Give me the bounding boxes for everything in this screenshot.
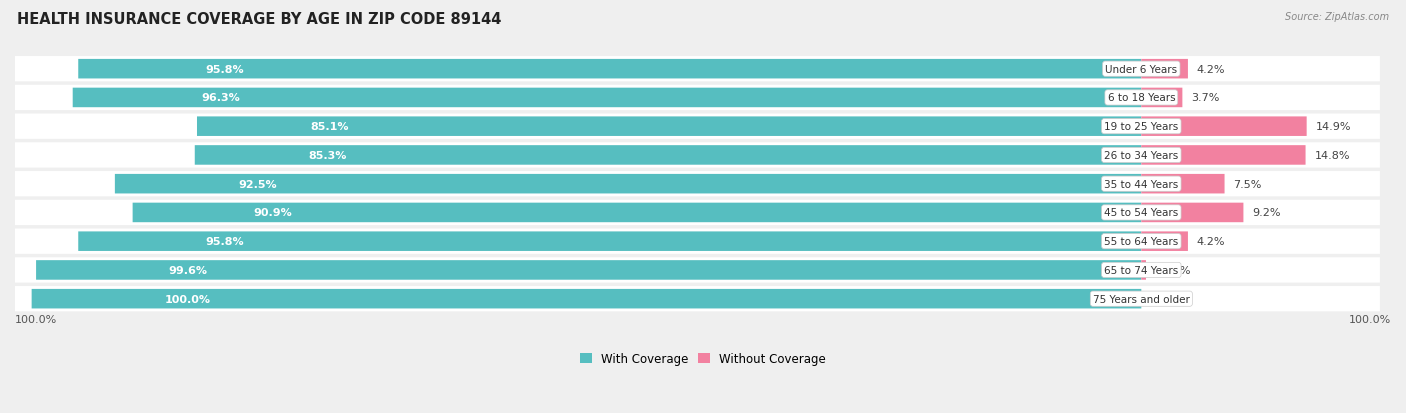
FancyBboxPatch shape: [132, 203, 1142, 223]
Text: 3.7%: 3.7%: [1191, 93, 1219, 103]
Text: 90.9%: 90.9%: [253, 208, 292, 218]
FancyBboxPatch shape: [115, 174, 1142, 194]
FancyBboxPatch shape: [195, 146, 1142, 165]
FancyBboxPatch shape: [1142, 232, 1188, 252]
FancyBboxPatch shape: [73, 88, 1142, 108]
Text: 75 Years and older: 75 Years and older: [1092, 294, 1189, 304]
Text: 85.3%: 85.3%: [308, 151, 347, 161]
Text: Under 6 Years: Under 6 Years: [1105, 64, 1177, 74]
Text: 6 to 18 Years: 6 to 18 Years: [1108, 93, 1175, 103]
Text: 26 to 34 Years: 26 to 34 Years: [1104, 151, 1178, 161]
Text: 85.1%: 85.1%: [311, 122, 349, 132]
Text: 55 to 64 Years: 55 to 64 Years: [1104, 237, 1178, 247]
FancyBboxPatch shape: [15, 258, 1379, 283]
Text: 0.0%: 0.0%: [1150, 294, 1178, 304]
Text: 65 to 74 Years: 65 to 74 Years: [1104, 265, 1178, 275]
FancyBboxPatch shape: [1142, 261, 1146, 280]
FancyBboxPatch shape: [15, 172, 1379, 197]
Text: 100.0%: 100.0%: [15, 315, 58, 325]
Legend: With Coverage, Without Coverage: With Coverage, Without Coverage: [579, 352, 827, 366]
FancyBboxPatch shape: [1142, 117, 1306, 137]
FancyBboxPatch shape: [32, 289, 1142, 309]
FancyBboxPatch shape: [15, 143, 1379, 168]
FancyBboxPatch shape: [15, 85, 1379, 111]
FancyBboxPatch shape: [1142, 203, 1243, 223]
FancyBboxPatch shape: [79, 232, 1142, 252]
Text: HEALTH INSURANCE COVERAGE BY AGE IN ZIP CODE 89144: HEALTH INSURANCE COVERAGE BY AGE IN ZIP …: [17, 12, 502, 27]
FancyBboxPatch shape: [15, 114, 1379, 140]
FancyBboxPatch shape: [197, 117, 1142, 137]
Text: 14.9%: 14.9%: [1316, 122, 1351, 132]
Text: 92.5%: 92.5%: [238, 179, 277, 189]
Text: Source: ZipAtlas.com: Source: ZipAtlas.com: [1285, 12, 1389, 22]
Text: 99.6%: 99.6%: [169, 265, 208, 275]
Text: 4.2%: 4.2%: [1197, 237, 1225, 247]
FancyBboxPatch shape: [15, 229, 1379, 254]
Text: 14.8%: 14.8%: [1315, 151, 1350, 161]
FancyBboxPatch shape: [1142, 146, 1306, 165]
Text: 96.3%: 96.3%: [201, 93, 239, 103]
Text: 100.0%: 100.0%: [1348, 315, 1391, 325]
FancyBboxPatch shape: [37, 261, 1142, 280]
FancyBboxPatch shape: [1142, 174, 1225, 194]
FancyBboxPatch shape: [15, 57, 1379, 82]
Text: 7.5%: 7.5%: [1233, 179, 1261, 189]
FancyBboxPatch shape: [1142, 88, 1182, 108]
Text: 95.8%: 95.8%: [205, 237, 245, 247]
Text: 19 to 25 Years: 19 to 25 Years: [1104, 122, 1178, 132]
Text: 95.8%: 95.8%: [205, 64, 245, 74]
FancyBboxPatch shape: [15, 286, 1379, 311]
Text: 35 to 44 Years: 35 to 44 Years: [1104, 179, 1178, 189]
Text: 4.2%: 4.2%: [1197, 64, 1225, 74]
Text: 9.2%: 9.2%: [1253, 208, 1281, 218]
Text: 45 to 54 Years: 45 to 54 Years: [1104, 208, 1178, 218]
Text: 100.0%: 100.0%: [165, 294, 211, 304]
FancyBboxPatch shape: [15, 200, 1379, 225]
Text: 0.42%: 0.42%: [1154, 265, 1191, 275]
FancyBboxPatch shape: [1142, 60, 1188, 79]
FancyBboxPatch shape: [79, 60, 1142, 79]
